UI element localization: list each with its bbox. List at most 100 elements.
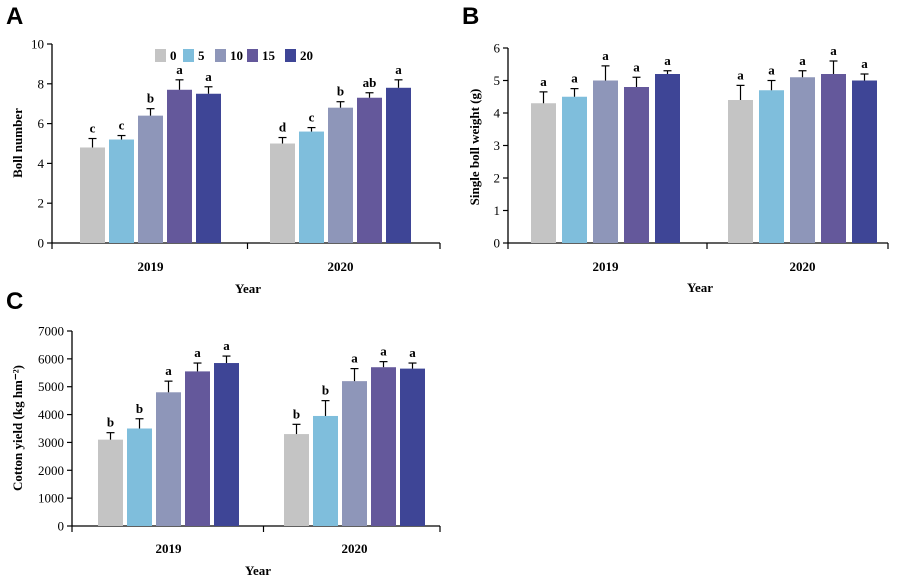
significance-letter: a <box>409 345 416 360</box>
y-tick-label: 1000 <box>38 491 64 506</box>
significance-letter: a <box>351 351 358 366</box>
y-tick-label: 10 <box>31 37 44 52</box>
legend-label-20: 20 <box>300 48 313 63</box>
category-label-2019: 2019 <box>138 259 165 274</box>
bar-20-2020 <box>386 87 411 243</box>
significance-letter: b <box>337 84 344 99</box>
significance-letter: a <box>176 62 183 77</box>
legend-label-5: 5 <box>198 48 205 63</box>
y-axis-label: Cotton yield (kg hm⁻²) <box>10 365 25 491</box>
significance-letter: c <box>309 110 315 125</box>
bar-5-2019 <box>562 96 587 243</box>
significance-letter: a <box>380 344 387 359</box>
significance-letter: a <box>799 53 806 68</box>
chart-panel-a: 0 2 4 6 8 10 c d c c b b a ab a a 2019 2020 Year Boll numbe… <box>10 37 441 296</box>
y-tick-label: 3 <box>494 138 501 153</box>
bar-10-2020 <box>342 381 367 526</box>
bar-0-2019 <box>531 103 556 243</box>
y-tick-label: 6 <box>38 116 45 131</box>
bar-15-2020 <box>357 97 382 243</box>
bar-10-2020 <box>328 107 353 244</box>
significance-letter: a <box>194 345 201 360</box>
y-tick-label: 0 <box>38 236 45 251</box>
bar-5-2019 <box>127 428 152 526</box>
significance-letter: d <box>279 120 287 135</box>
y-axis-label: Boll number <box>10 108 25 178</box>
legend-label-10: 10 <box>230 48 243 63</box>
y-tick-label: 6 <box>494 41 501 56</box>
significance-letter: a <box>602 48 609 63</box>
significance-letter: b <box>147 91 154 106</box>
significance-letter: a <box>223 338 230 353</box>
legend-label-0: 0 <box>170 48 177 63</box>
significance-letter: a <box>633 59 640 74</box>
category-label-2020: 2020 <box>342 541 368 556</box>
bar-20-2019 <box>196 93 221 243</box>
category-label-2019: 2019 <box>593 259 620 274</box>
bar-0-2020 <box>284 434 309 526</box>
significance-letter: a <box>830 43 837 58</box>
bar-15-2019 <box>167 89 192 244</box>
significance-letter: a <box>737 67 744 82</box>
legend-swatch-20 <box>285 49 296 62</box>
bar-20-2019 <box>214 363 239 526</box>
chart-panel-b: 0 1 2 3 4 5 6 a a a a a a a a a a 2019 2020 Year Single boll… <box>467 41 889 295</box>
bar-0-2020 <box>728 100 753 243</box>
bar-10-2019 <box>593 80 618 243</box>
panel-letter-c: C <box>6 288 23 315</box>
y-tick-label: 3000 <box>38 435 64 450</box>
y-tick-label: 0 <box>58 519 65 534</box>
significance-letter: a <box>165 363 172 378</box>
significance-letter: a <box>571 71 578 86</box>
chart-panel-c: 0 1000 2000 3000 4000 5000 6000 7000 b b b b a a a a a a 2… <box>10 324 441 578</box>
y-tick-label: 1 <box>494 203 501 218</box>
x-axis-label: Year <box>245 563 271 578</box>
legend-swatch-15 <box>247 49 258 62</box>
y-tick-label: 4 <box>494 106 501 121</box>
significance-letter: b <box>293 406 300 421</box>
panel-letter-a: A <box>6 3 23 30</box>
significance-letter: b <box>136 401 143 416</box>
significance-letter: b <box>322 383 329 398</box>
bar-5-2020 <box>313 415 338 526</box>
significance-letter: a <box>664 53 671 68</box>
y-tick-label: 4000 <box>38 407 64 422</box>
bar-5-2019 <box>109 139 134 243</box>
legend: 0 5 10 15 20 <box>155 48 313 63</box>
panel-letter-b: B <box>462 3 479 30</box>
significance-letter: b <box>107 415 114 430</box>
legend-swatch-5 <box>183 49 194 62</box>
y-tick-label: 2000 <box>38 463 64 478</box>
x-axis-label: Year <box>687 280 713 295</box>
y-axis-label: Single boll weight (g) <box>467 89 482 206</box>
bar-0-2019 <box>80 147 105 243</box>
y-tick-label: 2 <box>494 171 501 186</box>
y-tick-label: 5000 <box>38 379 64 394</box>
y-tick-label: 8 <box>38 76 45 91</box>
significance-letter: c <box>90 121 96 136</box>
bar-0-2019 <box>98 439 123 526</box>
bar-20-2019 <box>655 74 680 243</box>
significance-letter: a <box>395 62 402 77</box>
x-axis-label: Year <box>235 281 261 296</box>
bar-0-2020 <box>270 143 295 243</box>
significance-letter: a <box>540 74 547 89</box>
bar-10-2019 <box>138 115 163 243</box>
bar-15-2019 <box>624 87 649 243</box>
significance-letter: c <box>119 118 125 133</box>
y-tick-label: 6000 <box>38 351 64 366</box>
bar-10-2019 <box>156 392 181 526</box>
bar-15-2020 <box>371 367 396 526</box>
bar-15-2019 <box>185 371 210 526</box>
bar-20-2020 <box>852 80 877 243</box>
category-label-2020: 2020 <box>790 259 816 274</box>
category-label-2020: 2020 <box>328 259 354 274</box>
significance-letter: a <box>768 63 775 78</box>
y-tick-label: 0 <box>494 236 501 251</box>
bar-5-2020 <box>759 90 784 243</box>
bar-5-2020 <box>299 131 324 243</box>
category-label-2019: 2019 <box>156 541 183 556</box>
bar-20-2020 <box>400 368 425 526</box>
significance-letter: ab <box>363 75 377 90</box>
